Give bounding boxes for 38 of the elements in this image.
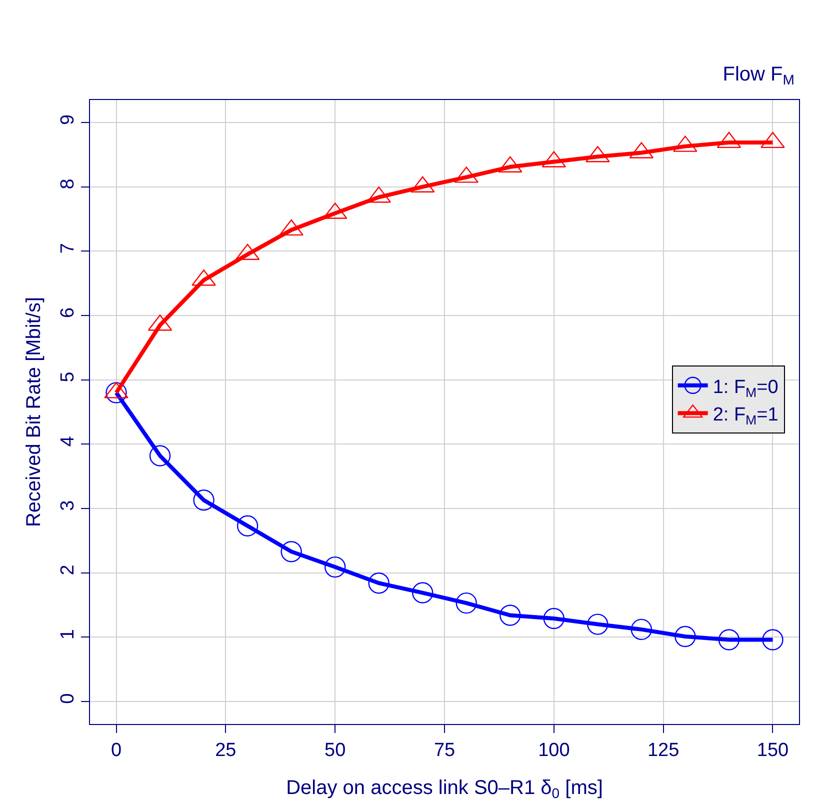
y-tick-label: 3 [57,500,78,511]
x-tick-label: 50 [324,740,346,761]
point [324,556,346,578]
point [193,490,214,511]
y-tick-label: 9 [57,114,78,125]
x-axis-title: Delay on access link S0–R1 δ$_{0}$ [ms] [286,777,603,802]
x-tick-label: 75 [434,740,456,761]
y-tick-label: 7 [57,243,78,254]
point [236,515,258,536]
x-tick-label: 150 [756,740,789,761]
point [587,614,608,635]
x-tick-label: 25 [215,740,236,761]
y-tick-label: 4 [57,436,78,447]
point [412,582,434,604]
point [718,629,740,650]
point [280,541,302,562]
point [674,626,696,648]
point [543,608,565,630]
point [630,618,652,640]
point [500,604,521,626]
y-tick-label: 1 [57,629,78,640]
y-tick-label: 5 [57,372,78,382]
y-tick-label: 6 [57,307,78,318]
x-tick-label: 0 [110,740,122,761]
point [368,572,390,594]
point [106,382,127,404]
y-axis-title: Received Bit Rate [Mbit/s] [23,296,45,528]
point [456,592,477,614]
x-tick-label: 125 [647,740,680,761]
y-tick-label: 0 [57,693,78,704]
x-tick-label: 100 [538,740,570,761]
legend-label: 2: F$_{M}$=1 [712,404,778,428]
point [762,629,784,650]
y-tick-label: 8 [57,178,78,190]
chart-title: Flow F$_{M}$ [722,63,794,88]
y-tick-label: 2 [57,564,78,576]
legend-label: 1: F$_{M}$=0 [712,376,778,400]
point [149,445,171,466]
